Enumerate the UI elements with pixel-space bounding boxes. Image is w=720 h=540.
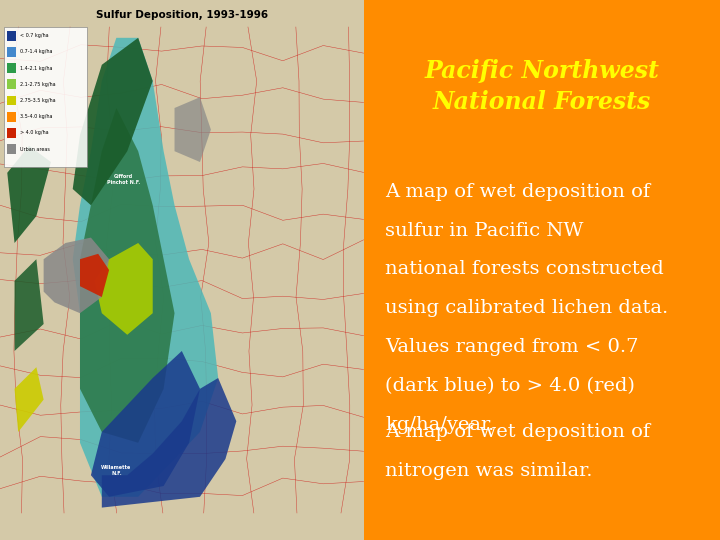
Polygon shape bbox=[91, 351, 200, 497]
Polygon shape bbox=[80, 254, 109, 297]
Bar bbox=[7, 144, 17, 154]
Text: Willamette
N.F.: Willamette N.F. bbox=[102, 465, 132, 476]
Text: A map of wet deposition of: A map of wet deposition of bbox=[385, 423, 650, 441]
Polygon shape bbox=[7, 146, 51, 243]
Bar bbox=[7, 47, 17, 57]
Bar bbox=[7, 128, 17, 138]
Polygon shape bbox=[80, 108, 174, 443]
Text: Gifford
Pinchot N.F.: Gifford Pinchot N.F. bbox=[107, 174, 140, 185]
Polygon shape bbox=[44, 238, 109, 313]
Bar bbox=[7, 96, 17, 105]
Text: 3.5-4.0 kg/ha: 3.5-4.0 kg/ha bbox=[20, 114, 53, 119]
Bar bbox=[4, 27, 87, 167]
Text: 0.7-1.4 kg/ha: 0.7-1.4 kg/ha bbox=[20, 49, 53, 55]
Text: Values ranged from < 0.7: Values ranged from < 0.7 bbox=[385, 338, 639, 356]
Bar bbox=[7, 79, 17, 89]
Text: sulfur in Pacific NW: sulfur in Pacific NW bbox=[385, 221, 583, 240]
Text: 2.75-3.5 kg/ha: 2.75-3.5 kg/ha bbox=[20, 98, 55, 103]
Bar bbox=[7, 31, 17, 40]
Text: kg/ha/year.: kg/ha/year. bbox=[385, 416, 495, 434]
Polygon shape bbox=[94, 243, 153, 335]
Polygon shape bbox=[174, 97, 211, 162]
Text: A map of wet deposition of: A map of wet deposition of bbox=[385, 183, 650, 201]
Bar bbox=[7, 63, 17, 73]
Text: < 0.7 kg/ha: < 0.7 kg/ha bbox=[20, 33, 49, 38]
Polygon shape bbox=[14, 367, 44, 432]
Polygon shape bbox=[73, 38, 218, 497]
Polygon shape bbox=[73, 38, 153, 205]
Text: using calibrated lichen data.: using calibrated lichen data. bbox=[385, 299, 668, 318]
Polygon shape bbox=[102, 378, 236, 508]
Bar bbox=[7, 112, 17, 122]
Text: Sulfur Deposition, 1993-1996: Sulfur Deposition, 1993-1996 bbox=[96, 10, 268, 20]
Text: > 4.0 kg/ha: > 4.0 kg/ha bbox=[20, 130, 49, 136]
Text: Pacific Northwest
National Forests: Pacific Northwest National Forests bbox=[424, 59, 660, 114]
Text: 1.4-2.1 kg/ha: 1.4-2.1 kg/ha bbox=[20, 65, 53, 71]
Text: 2.1-2.75 kg/ha: 2.1-2.75 kg/ha bbox=[20, 82, 55, 87]
Text: Urban areas: Urban areas bbox=[20, 146, 50, 152]
Text: nitrogen was similar.: nitrogen was similar. bbox=[385, 462, 593, 480]
Polygon shape bbox=[14, 259, 44, 351]
Text: (dark blue) to > 4.0 (red): (dark blue) to > 4.0 (red) bbox=[385, 377, 635, 395]
Text: national forests constructed: national forests constructed bbox=[385, 260, 664, 279]
